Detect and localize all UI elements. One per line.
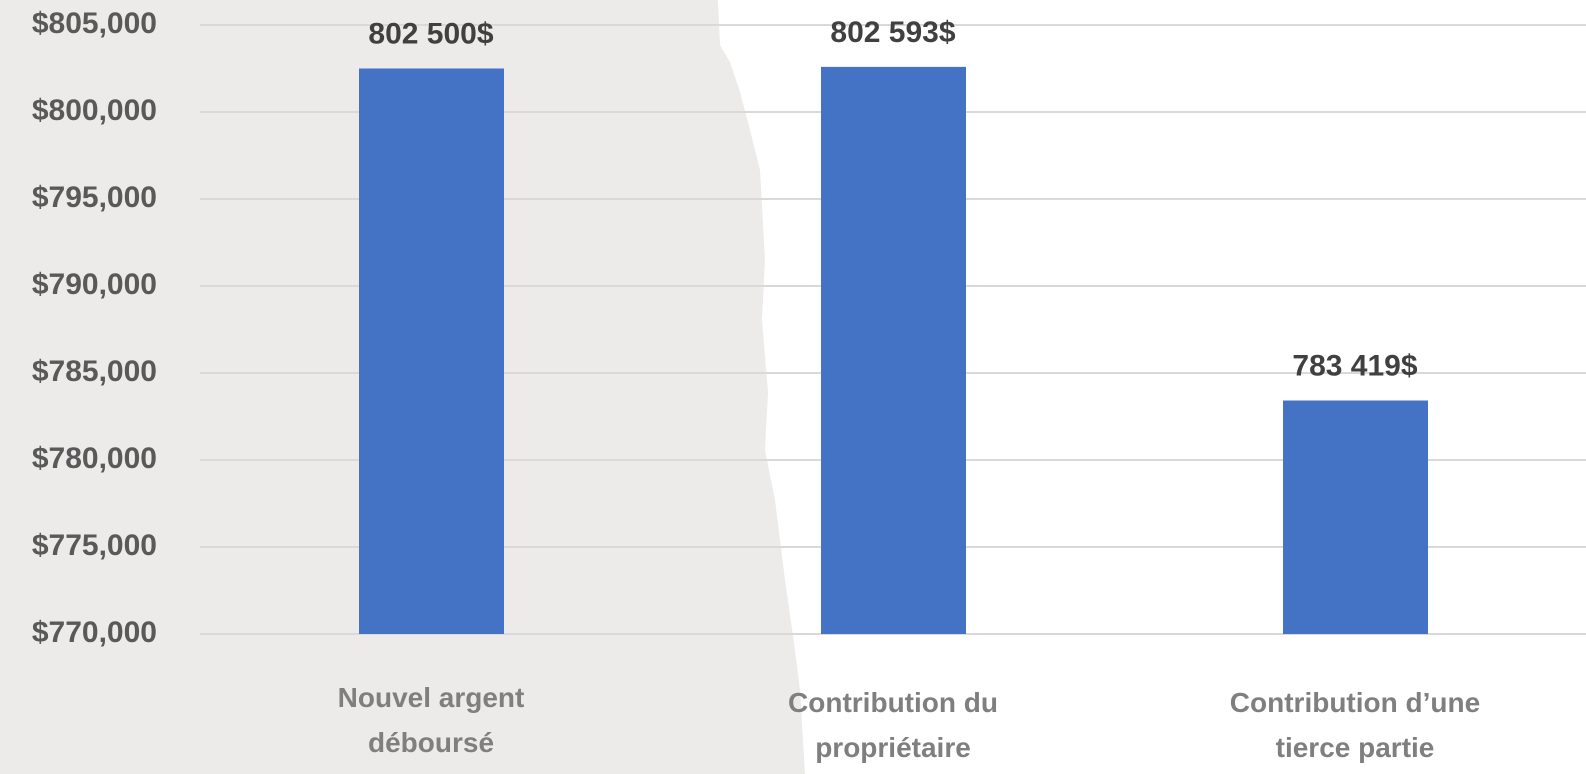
x-tick-label: Contribution d’une tierce partie [1229,687,1481,763]
y-tick-label: $800,000 [32,94,157,127]
y-tick-label: $775,000 [32,529,157,562]
value-label: 802 593$ [830,16,955,49]
y-tick-label: $805,000 [32,7,157,40]
y-tick-label: $785,000 [32,355,157,388]
y-tick-label: $780,000 [32,442,157,475]
y-tick-label: $770,000 [32,616,157,649]
value-label: 802 500$ [368,17,493,50]
bar [821,66,966,635]
value-label: 783 419$ [1292,349,1417,382]
x-tick-label: Nouvel argent déboursé [337,682,525,758]
bar [359,68,504,634]
x-tick-label: Contribution du propriétaire [788,687,998,763]
y-tick-label: $795,000 [32,181,157,214]
y-tick-label: $790,000 [32,268,157,301]
bar [1283,400,1428,634]
